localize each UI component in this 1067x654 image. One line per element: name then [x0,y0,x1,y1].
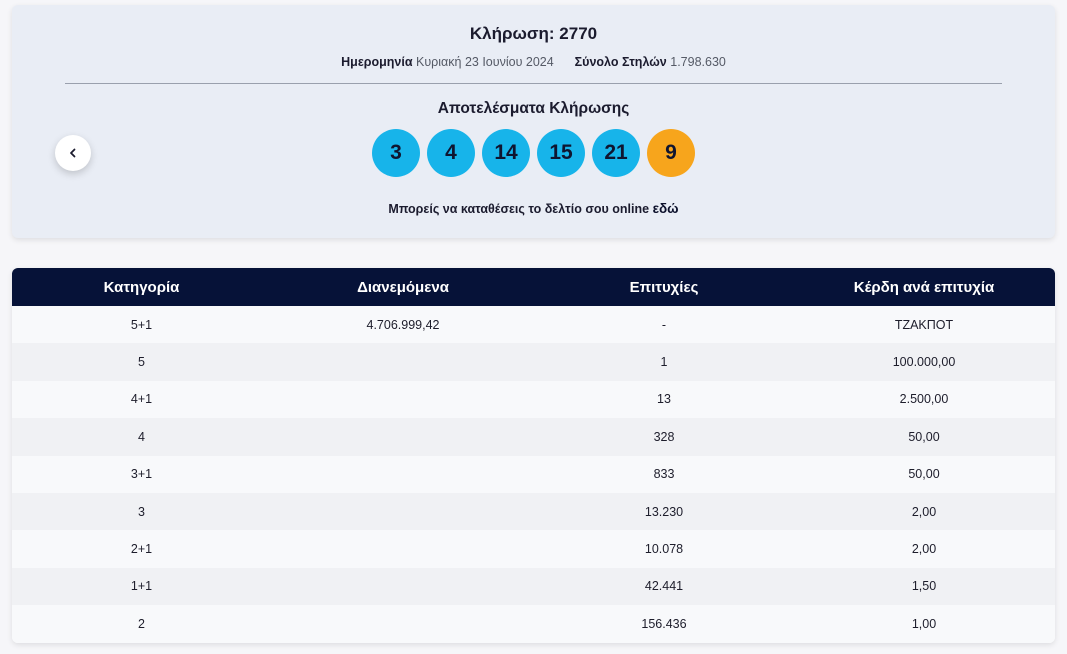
table-row: 1+1 42.441 1,50 [12,567,1055,606]
winners-cell: 328 [535,418,793,456]
prize-cell: ΤΖΑΚΠΟΤ [793,306,1055,344]
category-cell: 4+1 [12,380,271,419]
draw-title: Κλήρωση: 2770 [469,24,598,43]
prize-cell: 2,00 [793,530,1055,568]
winners-cell: - [535,306,793,344]
number-ball: 3 [372,129,420,177]
category-cell: 1+1 [12,567,271,606]
header-category: Κατηγορία [12,268,271,306]
table-row: 2+1 10.078 2,00 [12,530,1055,568]
chevron-left-icon [70,148,76,158]
winners-cell: 1 [535,343,793,381]
results-title: Αποτελέσματα Κλήρωσης [437,100,630,117]
table-row: 3 13.230 2,00 [12,492,1055,531]
winners-cell: 13.230 [535,492,793,531]
distributed-cell [271,380,535,419]
distributed-cell [271,418,535,456]
prize-cell: 100.000,00 [793,343,1055,381]
category-cell: 2+1 [12,530,271,568]
number-ball: 15 [537,129,585,177]
prize-table: Κατηγορία Διανεμόμενα Επιτυχίες Κέρδη αν… [12,268,1055,643]
columns-value: 1.798.630 [670,55,726,69]
divider [65,83,1002,84]
distributed-cell [271,567,535,606]
number-ball: 4 [427,129,475,177]
table-row: 2 156.436 1,00 [12,605,1055,643]
columns-label: Σύνολο Στηλών [574,55,667,69]
table-row: 4 328 50,00 [12,418,1055,456]
prize-cell: 1,50 [793,567,1055,606]
online-note: Μπορείς να καταθέσεις το δελτίο σου onli… [12,201,1055,216]
distributed-cell [271,530,535,568]
online-text: Μπορείς να καταθέσεις το δελτίο σου onli… [388,202,650,216]
prize-cell: 2.500,00 [793,380,1055,419]
category-cell: 4 [12,418,271,456]
distributed-cell [271,492,535,531]
previous-draw-button[interactable] [55,135,91,171]
distributed-cell [271,605,535,643]
category-cell: 5 [12,343,271,381]
category-cell: 3+1 [12,455,271,493]
date-label: Ημερομηνία [341,55,413,69]
number-ball: 14 [482,129,530,177]
table-row: 3+1 833 50,00 [12,455,1055,493]
header-distributed: Διανεμόμενα [271,268,535,306]
prize-cell: 50,00 [793,418,1055,456]
date-value: Κυριακή 23 Ιουνίου 2024 [416,55,554,69]
online-link[interactable]: εδώ [652,201,679,216]
category-cell: 5+1 [12,306,271,344]
winners-cell: 13 [535,380,793,419]
header-prize-per-winner: Κέρδη ανά επιτυχία [793,268,1055,306]
winners-cell: 156.436 [535,605,793,643]
distributed-cell: 4.706.999,42 [271,306,535,344]
table-header-row: Κατηγορία Διανεμόμενα Επιτυχίες Κέρδη αν… [12,268,1055,306]
table-body: 5+1 4.706.999,42- ΤΖΑΚΠΟΤ 5 1 100.000,00 4+1 13… [12,306,1055,643]
prize-cell: 50,00 [793,455,1055,493]
distributed-cell [271,455,535,493]
joker-ball: 9 [647,129,695,177]
category-cell: 2 [12,605,271,643]
table-row: 5+1 4.706.999,42- ΤΖΑΚΠΟΤ [12,306,1055,344]
prize-cell: 1,00 [793,605,1055,643]
number-ball: 21 [592,129,640,177]
table-row: 5 1 100.000,00 [12,343,1055,381]
table-row: 4+1 13 2.500,00 [12,380,1055,419]
winning-numbers: 3 4 14 15 21 9 [12,129,1055,177]
header-winners: Επιτυχίες [535,268,793,306]
winners-cell: 10.078 [535,530,793,568]
draw-meta: Ημερομηνία Κυριακή 23 Ιουνίου 2024 Σύνολ… [12,55,1055,69]
category-cell: 3 [12,492,271,531]
winners-cell: 833 [535,455,793,493]
prize-cell: 2,00 [793,492,1055,531]
draw-card: Κλήρωση: 2770 Ημερομηνία Κυριακή 23 Ιουν… [12,5,1055,238]
distributed-cell [271,343,535,381]
winners-cell: 42.441 [535,567,793,606]
